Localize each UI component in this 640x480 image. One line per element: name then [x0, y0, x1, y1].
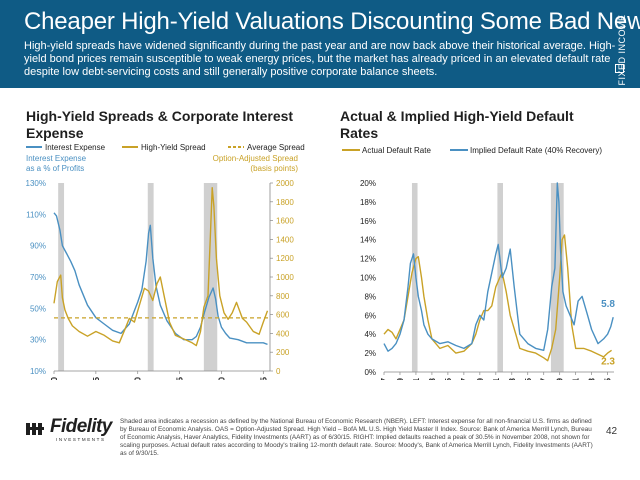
right-chart-y-tick-10: 20% — [360, 179, 376, 188]
header-banner: Cheaper High-Yield Valuations Discountin… — [0, 0, 640, 88]
right-chart-x-tick-8: 2003 — [508, 377, 517, 380]
right-chart-title: Actual & Implied High-Yield Default Rate… — [340, 108, 574, 141]
right-chart: Actual Default Rate Implied Default Rate … — [342, 146, 615, 380]
left-axis-title-line-0: Interest Expense — [26, 154, 87, 163]
right-y-tick-2: 400 — [276, 329, 290, 338]
right-chart-y-tick-8: 16% — [360, 217, 376, 226]
implied-end-label: 5.8 — [601, 299, 615, 310]
left-x-tick-2: 2000 — [134, 376, 143, 380]
right-y-tick-5: 1000 — [276, 273, 294, 282]
left-legend-label-2: Average Spread — [247, 143, 305, 152]
right-chart-x-tick-3: 1993 — [428, 377, 437, 380]
left-recession-band-1 — [147, 183, 154, 371]
left-x-tick-1: 1995 — [92, 376, 101, 380]
left-y-tick-1: 30% — [30, 336, 46, 345]
right-chart-y-tick-5: 10% — [360, 274, 376, 283]
right-legend-label-0: Actual Default Rate — [362, 146, 431, 155]
actual-end-label: 2.3 — [601, 356, 615, 367]
logo-wordmark: Fidelity — [50, 416, 112, 437]
left-legend-label-1: High-Yield Spread — [141, 143, 206, 152]
right-series-implied-default-rate — [383, 182, 614, 352]
page-number: 42 — [606, 426, 618, 437]
page-title: Cheaper High-Yield Valuations Discountin… — [24, 8, 640, 35]
right-chart-y-tick-0: 0% — [364, 368, 376, 377]
section-tag-label: FIXED INCOME — [617, 14, 627, 86]
right-y-tick-8: 1600 — [276, 217, 294, 226]
left-x-tick-4: 2010 — [217, 376, 226, 380]
right-chart-x-tick-14: 2015 — [604, 377, 613, 380]
logo-subtext: INVESTMENTS — [56, 437, 106, 442]
right-chart-x-tick-11: 2009 — [556, 377, 565, 380]
right-chart-x-tick-5: 1997 — [460, 377, 469, 380]
right-y-tick-4: 800 — [276, 292, 290, 301]
right-chart-x-tick-2: 1991 — [412, 377, 421, 380]
left-y-tick-2: 50% — [30, 304, 46, 313]
left-legend-label-0: Interest Expense — [45, 143, 106, 152]
right-legend-label-1: Implied Default Rate (40% Recovery) — [470, 146, 602, 155]
right-chart-x-tick-0: 1987 — [380, 377, 389, 380]
right-chart-y-tick-7: 14% — [360, 236, 376, 245]
fidelity-logo: Fidelity INVESTMENTS — [22, 416, 112, 442]
left-x-tick-3: 2005 — [176, 376, 185, 380]
right-y-tick-7: 1400 — [276, 235, 294, 244]
right-y-tick-9: 1800 — [276, 198, 294, 207]
right-chart-x-tick-6: 1999 — [476, 377, 485, 380]
right-axis-title-line-0: Option-Adjusted Spread — [213, 154, 298, 163]
right-chart-x-tick-10: 2007 — [540, 377, 549, 380]
page-subtitle: High-yield spreads have widened signific… — [24, 40, 616, 78]
left-y-tick-0: 10% — [30, 367, 46, 376]
left-chart-title: High-Yield Spreads & Corporate Interest … — [26, 108, 294, 141]
section-square-icon — [615, 64, 624, 73]
left-y-tick-4: 90% — [30, 242, 46, 251]
right-chart-x-tick-1: 1989 — [396, 377, 405, 380]
footnote: Shaded area indicates a recession as def… — [120, 418, 593, 457]
right-chart-x-tick-4: 1995 — [444, 377, 453, 380]
right-chart-y-tick-3: 6% — [364, 311, 376, 320]
right-series-actual-default-rate — [383, 234, 613, 362]
left-y-tick-3: 70% — [30, 273, 46, 282]
left-y-tick-5: 110% — [26, 210, 46, 219]
left-axis-title-line-1: as a % of Profits — [26, 164, 84, 173]
right-y-tick-0: 0 — [276, 367, 281, 376]
left-chart: Interest Expense High-Yield Spread Average… — [26, 143, 305, 380]
right-axis-title-line-1: (basis points) — [250, 164, 298, 173]
right-chart-y-tick-4: 8% — [364, 292, 376, 301]
left-y-tick-6: 130% — [26, 179, 46, 188]
right-recession-band-0 — [411, 183, 418, 372]
left-x-tick-0: 1990 — [50, 376, 59, 380]
right-chart-y-tick-6: 12% — [360, 255, 376, 264]
right-y-tick-6: 1200 — [276, 254, 294, 263]
right-y-tick-1: 200 — [276, 348, 290, 357]
fidelity-mark-icon — [26, 423, 44, 435]
right-chart-y-tick-9: 18% — [360, 198, 376, 207]
left-recession-band-2 — [203, 183, 218, 371]
left-x-tick-5: 2015 — [259, 376, 268, 380]
right-y-tick-3: 600 — [276, 311, 290, 320]
right-chart-x-tick-12: 2011 — [572, 377, 581, 380]
left-series-high-yield-spread — [53, 187, 269, 347]
right-chart-y-tick-1: 2% — [364, 349, 376, 358]
right-chart-x-tick-13: 2013 — [588, 377, 597, 380]
right-chart-y-tick-2: 4% — [364, 330, 376, 339]
right-y-tick-10: 2000 — [276, 179, 294, 188]
right-chart-x-tick-9: 2005 — [524, 377, 533, 380]
